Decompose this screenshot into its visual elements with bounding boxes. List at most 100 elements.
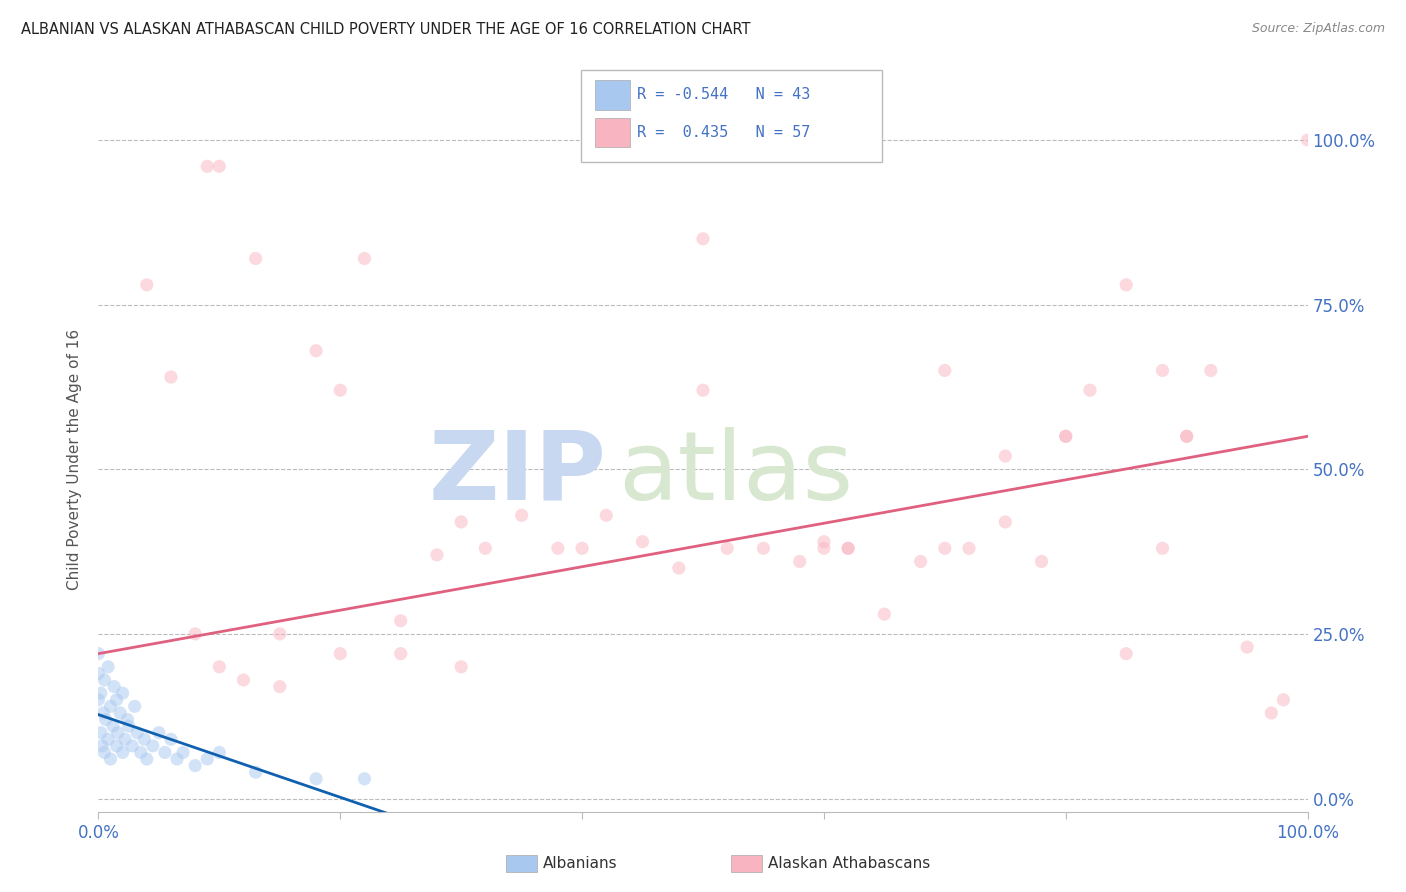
Text: Alaskan Athabascans: Alaskan Athabascans: [768, 856, 929, 871]
Point: [184, 627, 207, 641]
Point: [547, 541, 569, 556]
Point: [752, 541, 775, 556]
Point: [994, 515, 1017, 529]
Point: [103, 680, 125, 694]
Point: [245, 765, 267, 780]
Point: [1054, 429, 1077, 443]
Point: [90, 686, 112, 700]
Point: [111, 686, 134, 700]
Point: [305, 772, 328, 786]
Point: [1152, 541, 1174, 556]
Point: [450, 515, 472, 529]
Point: [160, 732, 183, 747]
Point: [142, 739, 165, 753]
Point: [910, 554, 932, 568]
Point: [1115, 277, 1137, 292]
Point: [129, 746, 152, 760]
Point: [166, 752, 188, 766]
Point: [631, 534, 654, 549]
Point: [232, 673, 254, 687]
Point: [87, 666, 110, 681]
Text: Source: ZipAtlas.com: Source: ZipAtlas.com: [1251, 22, 1385, 36]
Point: [245, 252, 267, 266]
Point: [90, 725, 112, 739]
Point: [1078, 383, 1101, 397]
Point: [87, 692, 110, 706]
Point: [107, 725, 129, 739]
Text: R = -0.544   N = 43: R = -0.544 N = 43: [637, 87, 810, 102]
Y-axis label: Child Poverty Under the Age of 16: Child Poverty Under the Age of 16: [67, 329, 83, 590]
Point: [121, 739, 143, 753]
Point: [329, 383, 352, 397]
Point: [813, 541, 835, 556]
Point: [135, 752, 157, 766]
Point: [1115, 647, 1137, 661]
Point: [813, 534, 835, 549]
Point: [87, 647, 110, 661]
Point: [474, 541, 496, 556]
Point: [595, 508, 617, 523]
Text: Albanians: Albanians: [543, 856, 617, 871]
Point: [172, 746, 194, 760]
Point: [389, 614, 412, 628]
Point: [208, 746, 231, 760]
Point: [450, 660, 472, 674]
Point: [934, 541, 956, 556]
Point: [957, 541, 980, 556]
Point: [117, 713, 139, 727]
Point: [353, 772, 375, 786]
Point: [1236, 640, 1258, 654]
Text: ALBANIAN VS ALASKAN ATHABASCAN CHILD POVERTY UNDER THE AGE OF 16 CORRELATION CHA: ALBANIAN VS ALASKAN ATHABASCAN CHILD POV…: [21, 22, 751, 37]
Point: [873, 607, 896, 622]
Point: [1175, 429, 1198, 443]
Text: R =  0.435   N = 57: R = 0.435 N = 57: [637, 125, 810, 139]
Point: [1199, 363, 1222, 377]
Point: [134, 732, 156, 747]
Point: [837, 541, 859, 556]
Point: [208, 159, 231, 173]
Point: [1296, 133, 1319, 147]
Point: [135, 277, 157, 292]
Point: [1260, 706, 1282, 720]
Text: atlas: atlas: [619, 427, 853, 520]
Point: [716, 541, 738, 556]
Point: [510, 508, 533, 523]
Point: [184, 758, 207, 772]
Point: [668, 561, 690, 575]
Point: [692, 232, 714, 246]
Point: [934, 363, 956, 377]
Point: [571, 541, 593, 556]
Point: [1272, 692, 1295, 706]
Point: [114, 732, 136, 747]
Point: [148, 725, 170, 739]
Point: [153, 746, 176, 760]
Point: [269, 627, 291, 641]
Point: [353, 252, 375, 266]
Point: [1152, 363, 1174, 377]
Point: [91, 706, 114, 720]
Point: [111, 746, 134, 760]
Point: [108, 706, 131, 720]
Point: [1175, 429, 1198, 443]
Point: [195, 159, 218, 173]
Point: [124, 699, 146, 714]
Point: [97, 732, 120, 747]
Point: [105, 692, 128, 706]
Point: [100, 752, 122, 766]
Point: [93, 746, 115, 760]
Point: [97, 660, 120, 674]
Point: [105, 739, 128, 753]
Point: [101, 719, 124, 733]
Point: [195, 752, 218, 766]
Point: [789, 554, 811, 568]
Point: [93, 673, 115, 687]
Point: [91, 739, 114, 753]
Point: [160, 370, 183, 384]
Point: [837, 541, 859, 556]
Point: [389, 647, 412, 661]
Point: [426, 548, 449, 562]
Point: [692, 383, 714, 397]
Point: [100, 699, 122, 714]
Point: [1054, 429, 1077, 443]
Point: [118, 719, 141, 733]
